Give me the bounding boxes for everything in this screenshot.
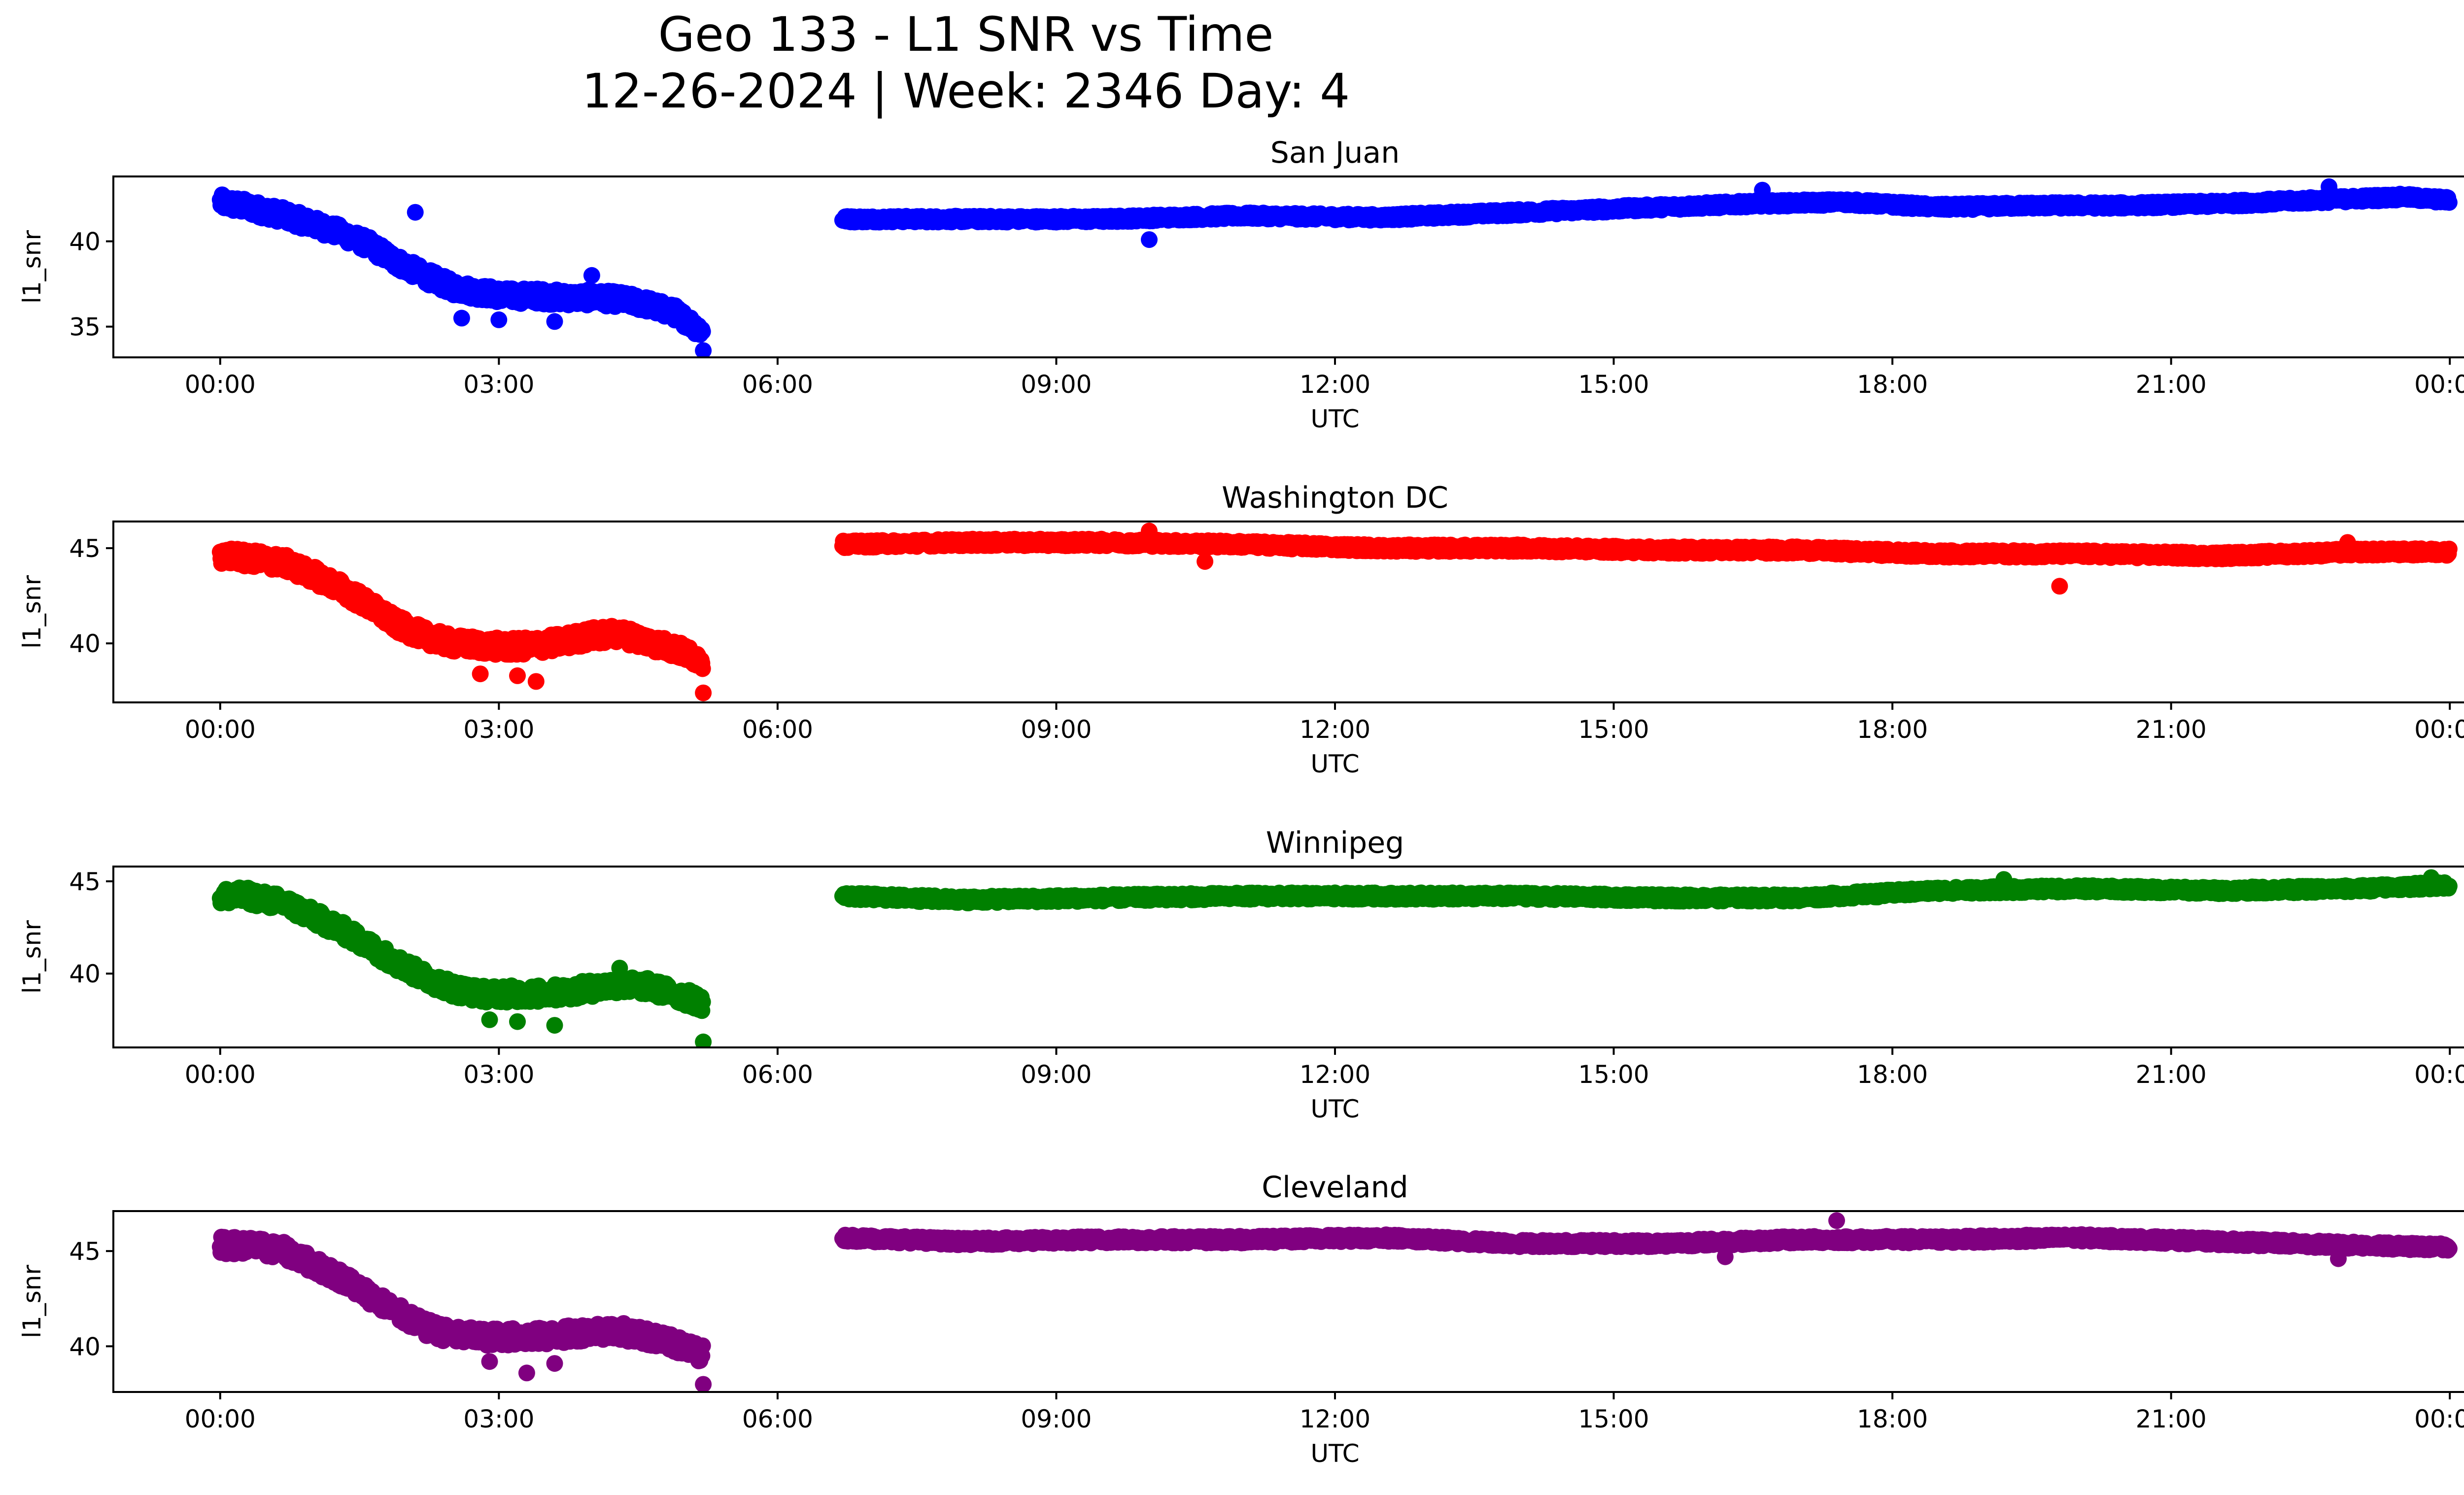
- data-points: [211, 178, 2458, 357]
- data-point: [694, 660, 711, 677]
- figure-title-line1: Geo 133 - L1 SNR vs Time: [658, 7, 1274, 62]
- outlier-point: [546, 313, 563, 330]
- panel-title: San Juan: [1270, 136, 1400, 170]
- x-tick-label: 00:00: [185, 370, 256, 399]
- x-tick-label: 18:00: [1857, 370, 1928, 399]
- y-tick-label: 35: [69, 313, 101, 342]
- x-tick-label: 09:00: [1021, 370, 1092, 399]
- x-axis-label: UTC: [1310, 405, 1359, 433]
- figure-title-line2: 12-26-2024 | Week: 2346 Day: 4: [582, 64, 1350, 119]
- y-axis-label: l1_snr: [18, 230, 46, 304]
- outlier-point: [2321, 178, 2338, 195]
- outlier-point: [407, 204, 424, 221]
- panel-san-juan: San Juan 35 40 00:00 03:00 06:00 09:00 12:00 15:…: [18, 136, 2464, 433]
- data-points: [211, 522, 2458, 701]
- outlier-point: [1141, 231, 1158, 248]
- x-tick-label: 21:00: [2136, 370, 2207, 399]
- y-tick-label: 40: [69, 228, 101, 256]
- x-tick-label: 03:00: [463, 370, 534, 399]
- outlier-point: [490, 311, 508, 328]
- x-tick-label: 12:00: [1300, 370, 1370, 399]
- x-tick-label: 00:00: [2414, 370, 2464, 399]
- data-point: [2440, 194, 2458, 211]
- outlier-point: [695, 342, 712, 357]
- outlier-point: [453, 310, 470, 327]
- x-tick-label: 06:00: [742, 370, 813, 399]
- outlier-point: [1754, 181, 1771, 199]
- x-tick-label: 15:00: [1578, 370, 1649, 399]
- panel-title: Washington DC: [1222, 481, 1448, 515]
- data-point: [694, 323, 711, 340]
- outlier-point: [583, 267, 600, 284]
